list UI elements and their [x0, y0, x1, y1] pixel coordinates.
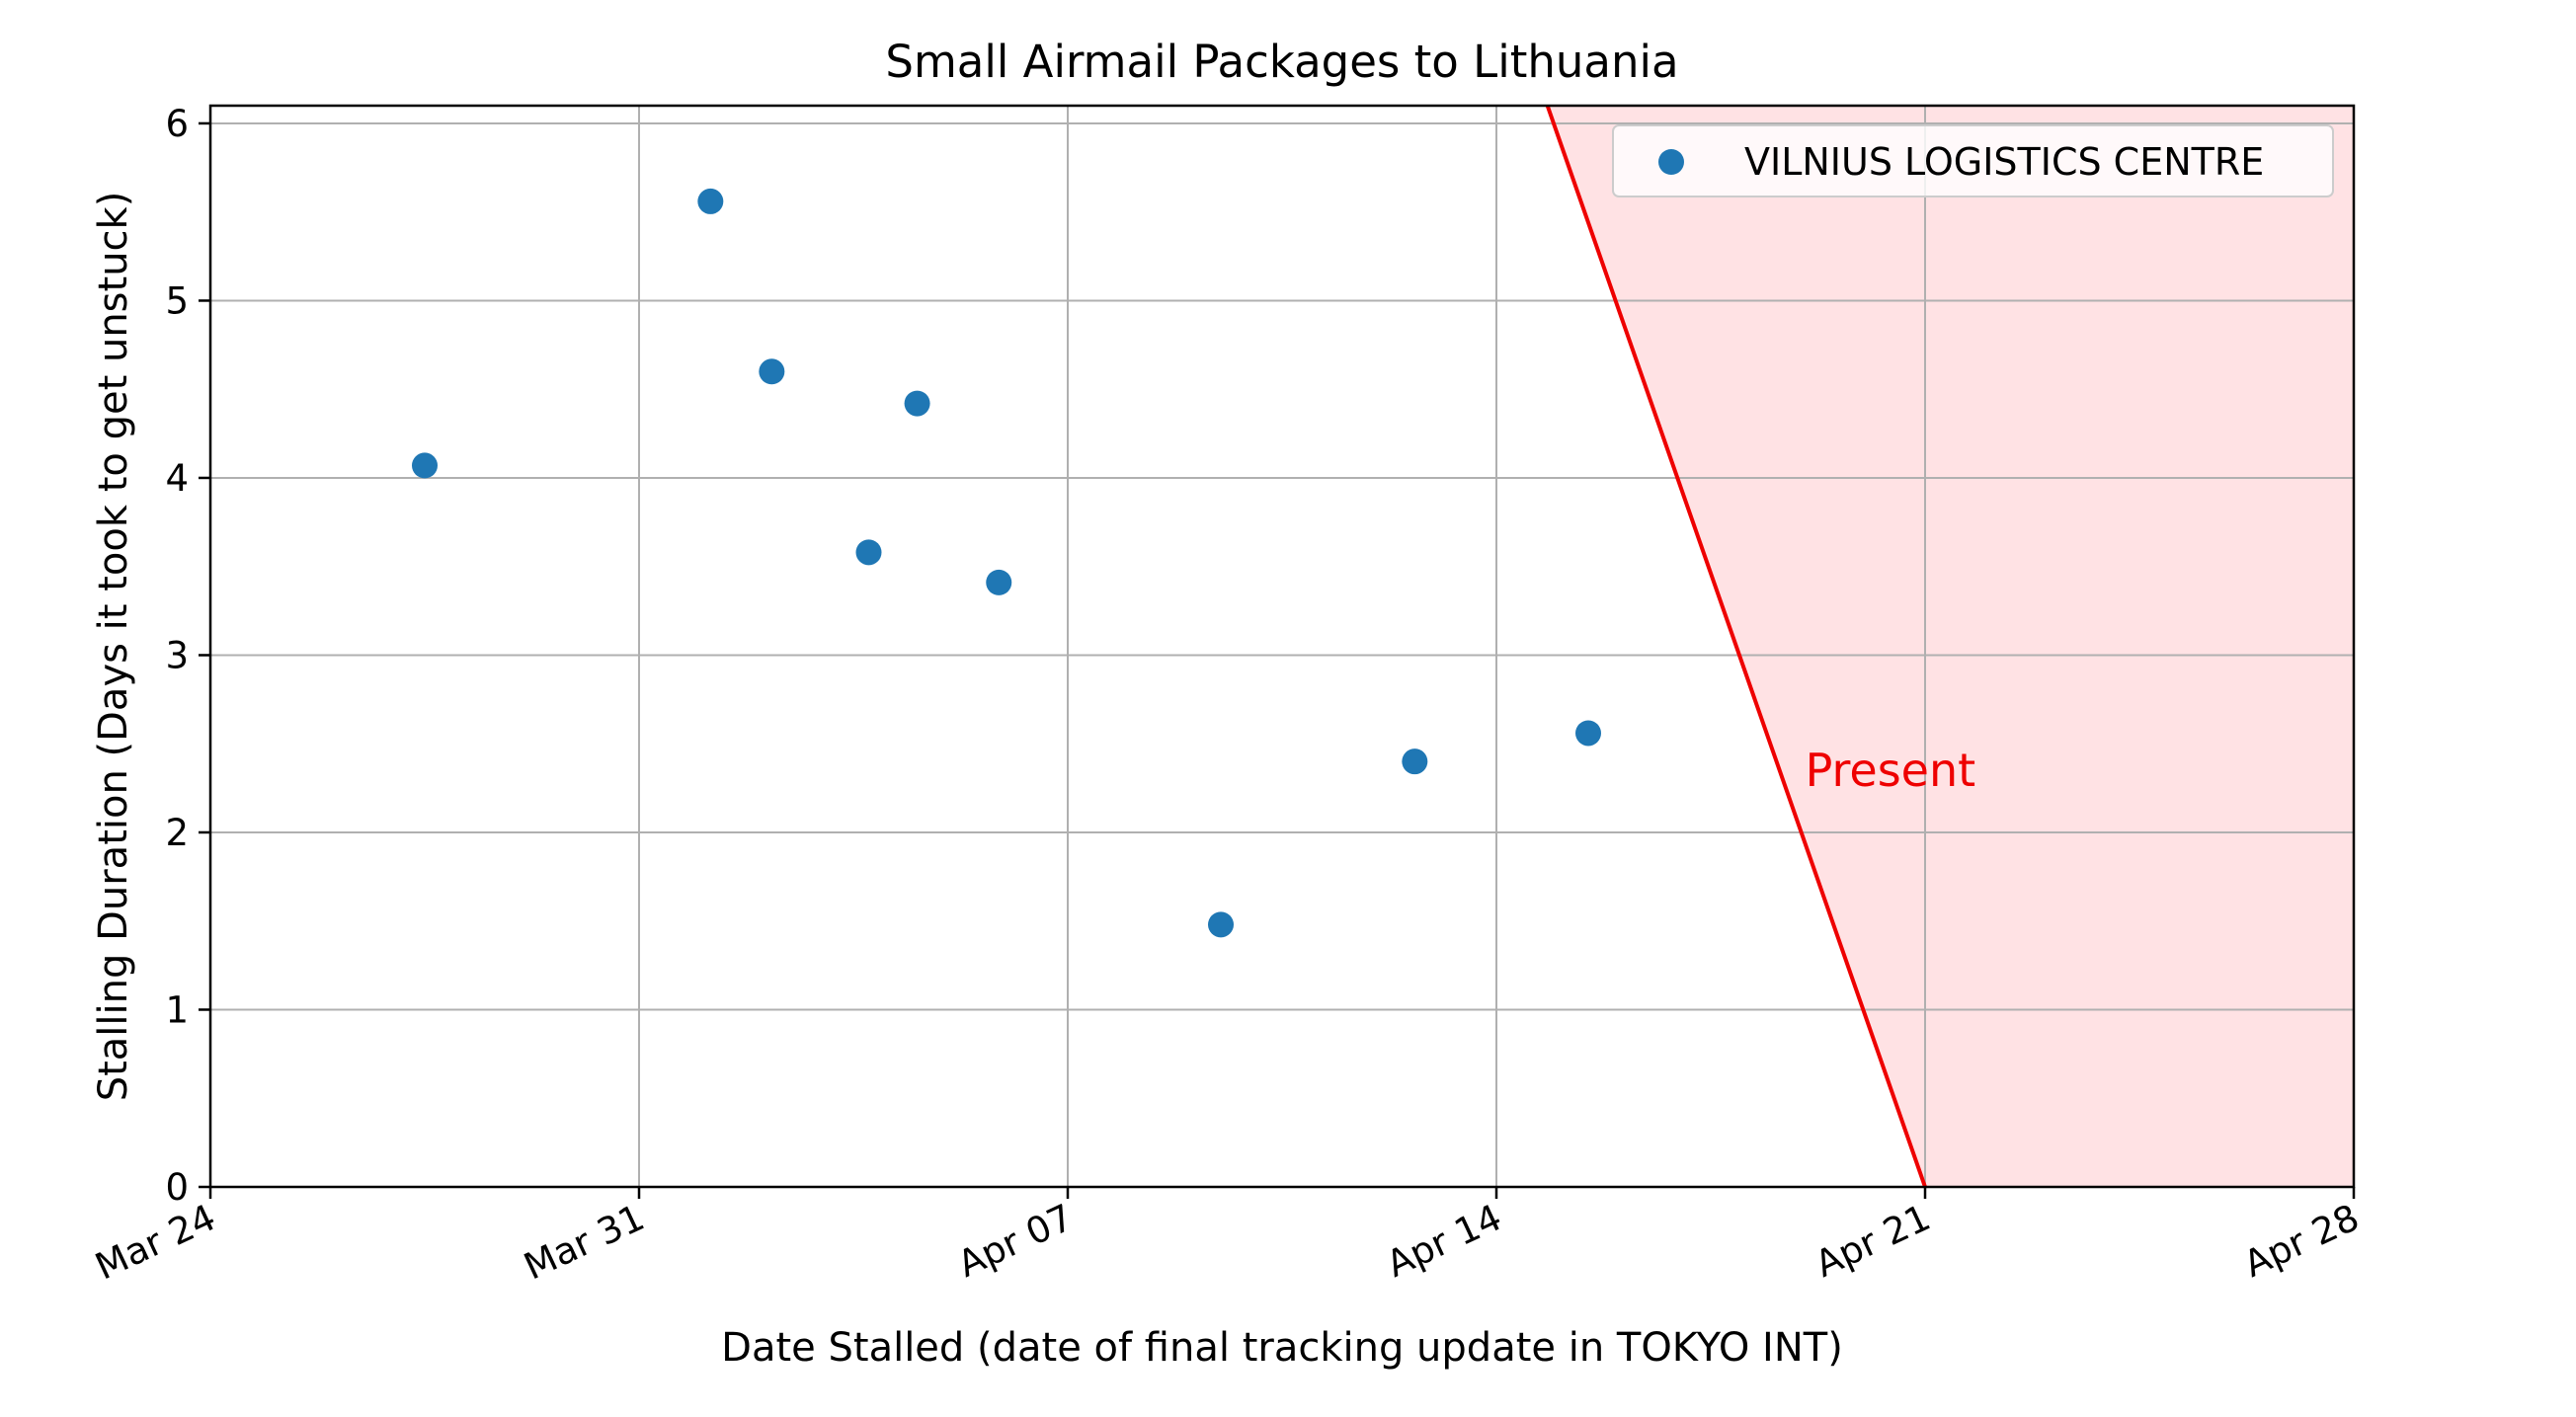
y-tick-label: 5 [165, 279, 189, 322]
data-point [1402, 748, 1428, 775]
x-tick-label: Mar 24 [89, 1196, 222, 1288]
legend-marker [1658, 149, 1684, 175]
x-tick-label: Apr 28 [2237, 1196, 2366, 1286]
data-point [759, 358, 785, 385]
present-label: Present [1806, 744, 1976, 797]
y-tick-label: 6 [165, 103, 189, 145]
y-tick-label: 0 [165, 1166, 189, 1209]
legend-box [1612, 124, 2334, 197]
data-point [1208, 911, 1234, 938]
y-tick-label: 1 [165, 988, 189, 1031]
y-tick-label: 2 [165, 812, 189, 854]
present-region-layer [1547, 106, 2354, 1187]
data-point [697, 188, 724, 214]
data-point [1575, 720, 1601, 747]
data-points-layer [412, 188, 1601, 938]
y-axis-label: Stalling Duration (Days it took to get u… [91, 192, 136, 1102]
legend: VILNIUS LOGISTICS CENTRE [1612, 124, 2334, 197]
present-line-layer [1545, 105, 1927, 1188]
y-tick-label: 3 [165, 634, 189, 676]
data-point [412, 452, 438, 479]
data-point [904, 390, 930, 417]
present-region-shade [1547, 106, 2354, 1187]
plot-frame [208, 104, 2356, 1189]
x-tick-label: Apr 07 [951, 1196, 1080, 1286]
x-tick-label: Mar 31 [518, 1196, 651, 1288]
present-boundary-line [1545, 105, 1927, 1188]
x-tick-label: Apr 21 [1809, 1196, 1937, 1286]
x-axis-label: Date Stalled (date of final tracking upd… [721, 1325, 1843, 1371]
x-tick-label: Apr 14 [1380, 1196, 1508, 1286]
chart-title: Small Airmail Packages to Lithuania [885, 36, 1678, 88]
data-point [855, 539, 882, 566]
legend-label: VILNIUS LOGISTICS CENTRE [1744, 140, 2264, 184]
y-tick-label: 4 [165, 457, 189, 500]
data-point [986, 569, 1012, 595]
